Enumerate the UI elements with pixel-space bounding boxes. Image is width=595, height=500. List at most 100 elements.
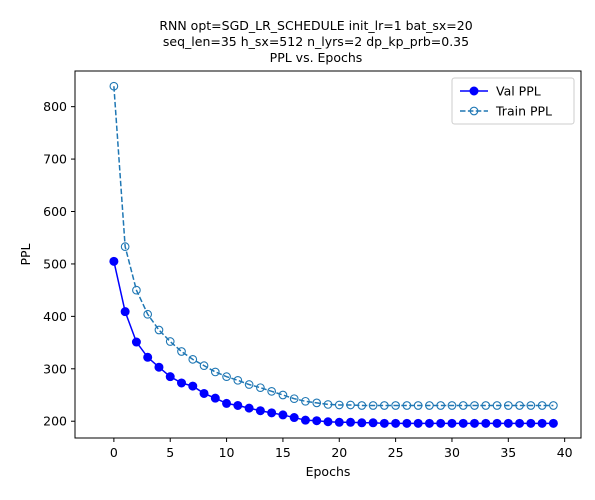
train-ppl-point bbox=[402, 401, 412, 410]
train-ppl-point bbox=[267, 386, 277, 396]
val-ppl-point bbox=[492, 418, 502, 428]
val-ppl-point bbox=[503, 418, 513, 428]
x-tick-label: 35 bbox=[500, 445, 516, 460]
train-ppl-point bbox=[312, 398, 322, 408]
y-tick-label: 200 bbox=[43, 414, 67, 429]
train-ppl-series bbox=[109, 81, 558, 410]
train-ppl-point bbox=[278, 390, 288, 400]
val-ppl-point bbox=[199, 388, 209, 398]
train-ppl-point bbox=[380, 401, 389, 410]
val-ppl-point bbox=[413, 418, 423, 428]
val-ppl-line bbox=[113, 261, 554, 425]
train-ppl-point bbox=[526, 401, 536, 410]
train-ppl-point bbox=[436, 401, 446, 410]
legend-label-train-ppl: Train PPL bbox=[495, 104, 552, 119]
val-ppl-point bbox=[402, 418, 412, 428]
x-axis-label: Epochs bbox=[306, 464, 351, 479]
y-tick-label: 400 bbox=[43, 309, 67, 324]
val-ppl-point bbox=[368, 418, 378, 428]
val-ppl-point bbox=[244, 403, 254, 413]
train-ppl-point bbox=[323, 400, 333, 409]
y-tick-label: 300 bbox=[43, 361, 67, 376]
x-tick-label: 5 bbox=[166, 445, 174, 460]
val-ppl-series bbox=[109, 256, 558, 428]
legend-box bbox=[451, 77, 575, 125]
train-ppl-point bbox=[301, 396, 310, 406]
val-ppl-point bbox=[165, 372, 175, 382]
train-ppl-point bbox=[132, 285, 141, 295]
val-ppl-point bbox=[188, 381, 198, 391]
val-ppl-point bbox=[233, 400, 243, 410]
y-tick-label: 600 bbox=[43, 204, 67, 219]
train-ppl-point bbox=[210, 367, 220, 377]
val-ppl-point bbox=[109, 256, 119, 266]
legend-marker-train-ppl bbox=[469, 106, 479, 116]
train-ppl-line bbox=[113, 86, 554, 407]
val-ppl-point bbox=[391, 418, 401, 428]
chart-title-line-1: RNN opt=SGD_LR_SCHEDULE init_lr=1 bat_sx… bbox=[159, 18, 472, 33]
train-ppl-point bbox=[357, 401, 367, 410]
plot-frame bbox=[74, 70, 582, 439]
train-ppl-point bbox=[244, 380, 254, 389]
train-ppl-point bbox=[413, 401, 423, 410]
val-ppl-point bbox=[289, 413, 299, 423]
train-ppl-point bbox=[425, 401, 434, 410]
train-ppl-point bbox=[109, 81, 119, 91]
val-ppl-point bbox=[379, 418, 389, 428]
val-ppl-point bbox=[300, 415, 310, 425]
train-ppl-point bbox=[346, 400, 355, 410]
train-ppl-point bbox=[470, 401, 479, 410]
train-ppl-point bbox=[256, 383, 265, 393]
train-ppl-point bbox=[222, 372, 231, 382]
y-tick-label: 800 bbox=[43, 99, 67, 114]
train-ppl-point bbox=[233, 375, 243, 385]
x-tick-label: 40 bbox=[557, 445, 573, 460]
train-ppl-point bbox=[549, 401, 558, 410]
train-ppl-point bbox=[289, 394, 299, 404]
val-ppl-point bbox=[470, 418, 479, 428]
x-tick-label: 25 bbox=[388, 445, 404, 460]
y-axis-label: PPL bbox=[18, 243, 33, 265]
val-ppl-point bbox=[255, 406, 265, 416]
val-ppl-point bbox=[526, 418, 536, 428]
y-tick-label: 500 bbox=[43, 256, 67, 271]
train-ppl-point bbox=[368, 401, 378, 410]
val-ppl-point bbox=[267, 408, 277, 418]
train-ppl-point bbox=[154, 325, 164, 335]
val-ppl-point bbox=[515, 418, 525, 428]
train-ppl-point bbox=[120, 242, 130, 251]
val-ppl-point bbox=[323, 417, 333, 427]
chart-title-line-2: seq_len=35 h_sx=512 n_lyrs=2 dp_kp_prb=0… bbox=[163, 34, 469, 49]
train-ppl-point bbox=[334, 400, 344, 410]
train-ppl-point bbox=[165, 337, 175, 346]
val-ppl-point bbox=[210, 393, 220, 403]
y-tick-label: 700 bbox=[43, 152, 67, 167]
val-ppl-point bbox=[222, 398, 232, 408]
val-ppl-point bbox=[548, 418, 558, 428]
chart-title-line-3: PPL vs. Epochs bbox=[270, 50, 363, 65]
legend: Val PPL Train PPL bbox=[451, 77, 575, 125]
x-tick-label: 20 bbox=[331, 445, 347, 460]
train-ppl-point bbox=[447, 401, 457, 410]
val-ppl-point bbox=[154, 362, 164, 372]
val-ppl-point bbox=[537, 418, 547, 428]
val-ppl-point bbox=[120, 307, 130, 317]
val-ppl-point bbox=[447, 418, 457, 428]
val-ppl-point bbox=[278, 410, 288, 420]
train-ppl-point bbox=[492, 401, 502, 410]
val-ppl-point bbox=[312, 416, 322, 426]
val-ppl-point bbox=[143, 352, 153, 362]
train-ppl-point bbox=[458, 401, 468, 410]
val-ppl-point bbox=[177, 378, 186, 388]
val-ppl-point bbox=[424, 418, 434, 428]
train-ppl-point bbox=[503, 401, 513, 410]
train-ppl-point bbox=[481, 401, 491, 410]
train-ppl-point bbox=[199, 361, 209, 371]
x-tick-label: 15 bbox=[275, 445, 291, 460]
x-tick-label: 0 bbox=[110, 445, 118, 460]
val-ppl-point bbox=[481, 418, 491, 428]
val-ppl-point bbox=[458, 418, 468, 428]
x-axis: 0 5 10 15 20 25 30 35 40 bbox=[110, 438, 573, 460]
train-ppl-point bbox=[143, 309, 153, 319]
x-tick-label: 10 bbox=[219, 445, 235, 460]
